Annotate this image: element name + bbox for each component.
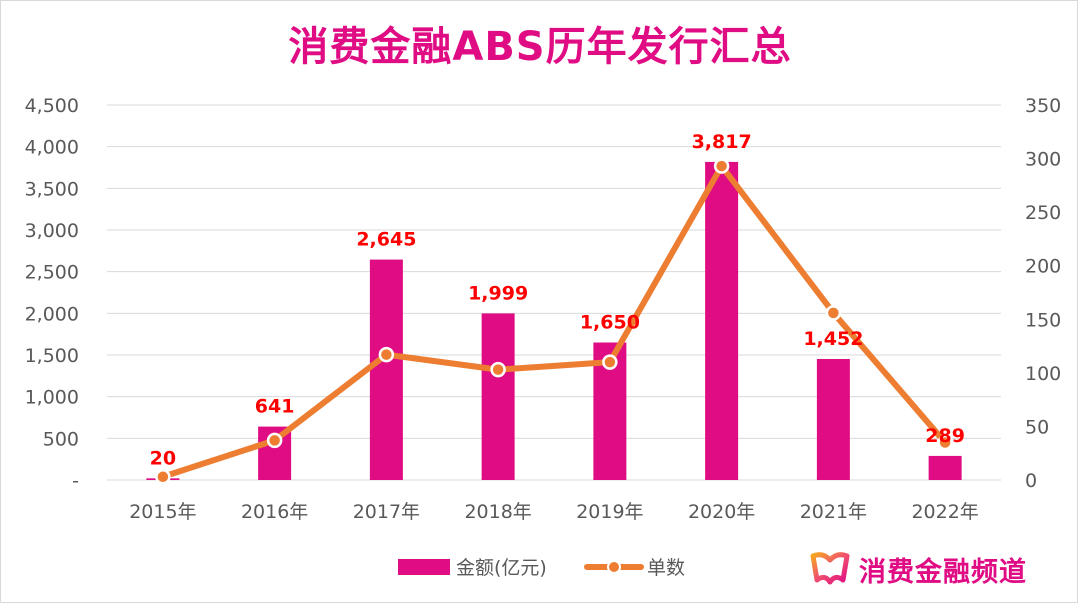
x-tick-label: 2017年: [353, 501, 420, 523]
y-right-tick-label: 50: [1025, 416, 1049, 438]
line-point: [713, 158, 730, 174]
y-right-tick-label: 200: [1025, 256, 1061, 278]
data-labels: 20 641 2,645 1,999 1,650 3,817 1,452 289: [150, 131, 965, 469]
x-tick-label: 2022年: [911, 501, 978, 523]
legend-line-marker: [607, 560, 621, 574]
x-tick-label: 2019年: [576, 501, 643, 523]
y-left-tick-label: 1,000: [25, 387, 79, 409]
line-point: [155, 469, 171, 485]
y-right-tick-label: 250: [1025, 202, 1061, 224]
y-right-tick-label: 0: [1025, 470, 1037, 492]
y-left-tick-label: 3,500: [25, 178, 79, 200]
x-tick-label: 2018年: [464, 501, 531, 523]
y-left-tick-label: 4,500: [25, 95, 79, 117]
x-tick-label: 2021年: [800, 501, 867, 523]
bar: [705, 161, 739, 480]
line-point: [825, 305, 842, 321]
y-left-tick-label: 2,500: [25, 262, 79, 284]
y-right-tick-label: 100: [1025, 363, 1061, 385]
x-tick-label: 2016年: [241, 501, 308, 523]
legend-bar-swatch: [398, 559, 450, 575]
bar-data-label: 20: [150, 447, 176, 469]
x-tick-label: 2015年: [129, 501, 196, 523]
axis-labels: -5001,0001,5002,0002,5003,0003,5004,0004…: [25, 95, 1062, 523]
line-series: [155, 158, 953, 485]
brand-name: 消费金融频道: [859, 556, 1027, 588]
bar: [816, 359, 850, 480]
bar-data-label: 1,650: [580, 312, 640, 334]
line-point: [602, 354, 618, 370]
brand-watermark: 消费金融频道: [809, 549, 1027, 589]
bar-data-label: 2,645: [356, 229, 416, 251]
legend-line-label: 单数: [647, 557, 685, 579]
legend-bar-label: 金额(亿元): [456, 557, 547, 579]
ribbon-logo-icon: [810, 552, 850, 585]
y-left-tick-label: 2,000: [25, 303, 79, 325]
line-series-path: [159, 163, 949, 480]
bar: [481, 313, 515, 480]
y-right-tick-label: 300: [1025, 149, 1061, 171]
y-left-tick-label: 500: [43, 428, 79, 450]
line-point: [378, 346, 395, 363]
y-left-tick-label: 1,500: [25, 345, 79, 367]
bar-series: [146, 161, 962, 480]
chart-title: 消费金融ABS历年发行汇总: [288, 24, 792, 70]
bar-data-label: 3,817: [692, 131, 752, 153]
line-point: [266, 432, 283, 449]
legend: 金额(亿元) 单数: [398, 557, 685, 579]
bar: [928, 455, 962, 480]
bar-data-label: 1,452: [803, 328, 863, 350]
y-right-tick-label: 350: [1025, 95, 1061, 117]
bar-data-label: 1,999: [468, 282, 528, 304]
x-tick-label: 2020年: [688, 501, 755, 523]
y-left-tick-label: 3,000: [25, 220, 79, 242]
line-point: [490, 361, 506, 378]
line-point: [937, 434, 953, 451]
bar-data-label: 289: [925, 425, 965, 447]
y-left-tick-label: 4,000: [25, 137, 79, 159]
gridlines: [107, 104, 1001, 481]
bar: [369, 259, 403, 480]
bar-data-label: 641: [255, 396, 295, 418]
y-left-tick-label: -: [72, 470, 79, 492]
y-right-tick-label: 150: [1025, 309, 1061, 331]
